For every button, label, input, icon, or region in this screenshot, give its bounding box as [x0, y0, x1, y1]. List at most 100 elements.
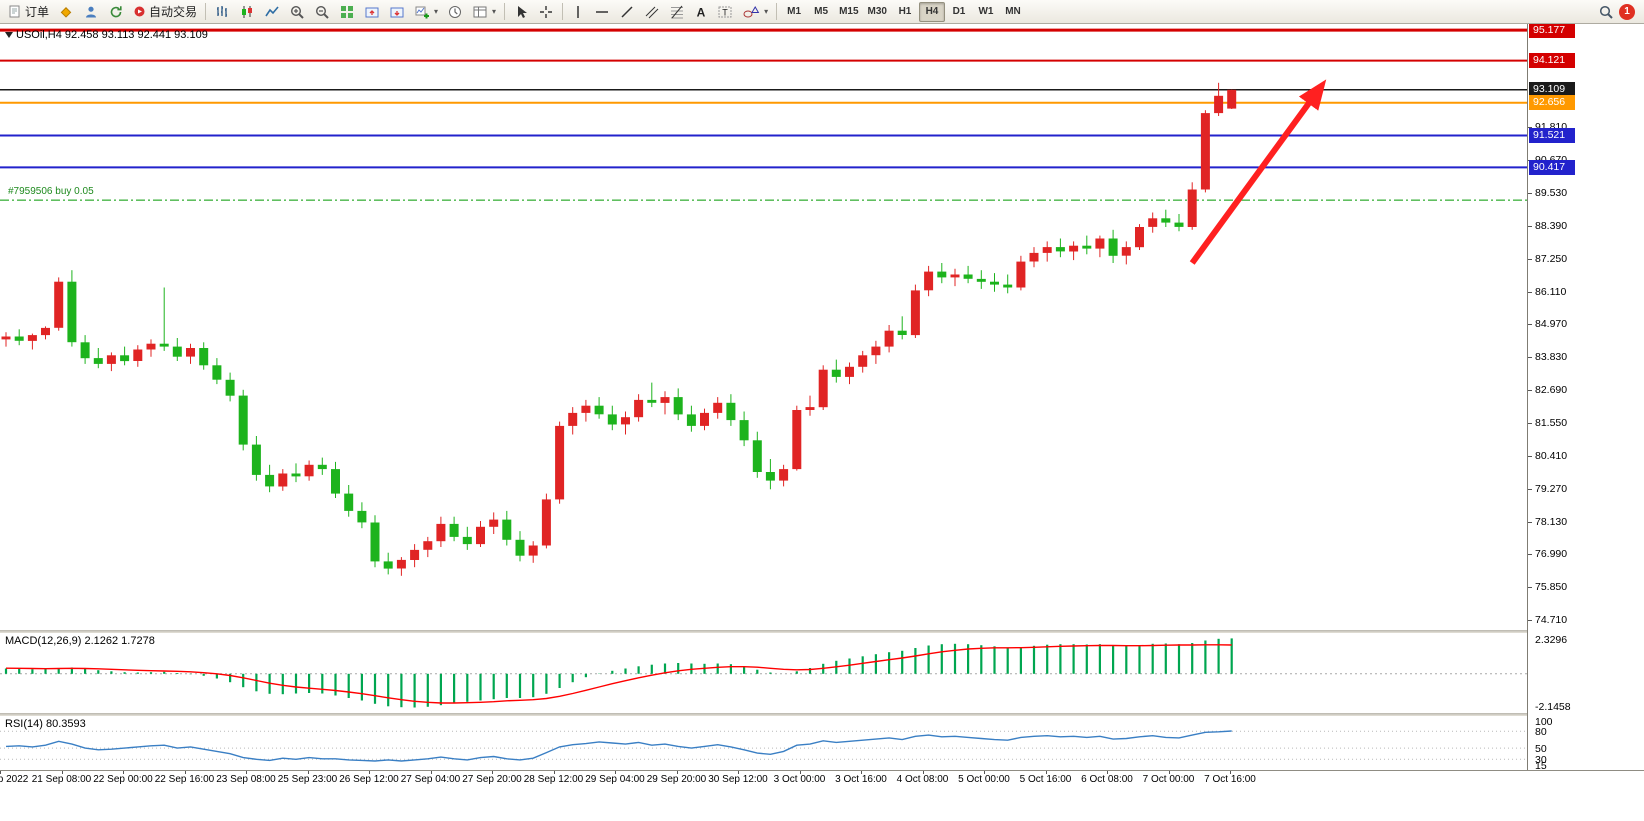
time-axis-tick — [738, 771, 739, 774]
macd-signal-line — [5, 644, 1232, 704]
timeframe-button-m5[interactable]: M5 — [808, 2, 834, 22]
axis-tick — [1528, 554, 1532, 556]
macd-chart-svg — [0, 638, 1527, 708]
auto-trading-button[interactable]: 自动交易 — [129, 2, 201, 22]
price-axis-label: 83.830 — [1535, 351, 1568, 364]
arrange-charts-up-button[interactable] — [360, 2, 384, 22]
candlestick-chart-button[interactable] — [235, 2, 259, 22]
channel-icon — [645, 6, 659, 18]
horizontal-line-tool-button[interactable] — [590, 2, 614, 22]
macd-indicator-panel[interactable] — [0, 633, 1527, 713]
price-axis-label: 75.850 — [1535, 581, 1568, 594]
axis-tick — [1528, 324, 1532, 326]
notification-badge[interactable]: 1 — [1619, 3, 1635, 20]
arrange-down-icon — [390, 7, 404, 17]
text-tool-icon: A — [697, 5, 706, 19]
open-position-label: #7959506 buy 0.05 — [8, 186, 94, 197]
axis-tick — [1528, 587, 1532, 589]
shapes-tool-button[interactable]: ▾ — [738, 2, 772, 22]
price-level-badge: 95.177 — [1529, 22, 1575, 38]
search-button[interactable] — [1594, 2, 1618, 22]
timeframe-group: M1 M5 M15 M30 H1 H4 D1 W1 MN — [781, 1, 1026, 22]
price-axis-label: 76.990 — [1535, 548, 1568, 561]
arrange-charts-down-button[interactable] — [385, 2, 409, 22]
community-button[interactable] — [104, 2, 128, 22]
line-chart-button[interactable] — [260, 2, 284, 22]
market-diamond-icon — [60, 6, 72, 18]
axis-tick — [1528, 488, 1532, 490]
axis-tick — [1528, 455, 1532, 457]
time-axis-label: 30 Sep 12:00 — [708, 774, 768, 785]
auto-trading-icon — [133, 5, 146, 18]
cursor-tool-button[interactable] — [509, 2, 533, 22]
vertical-line-icon — [577, 5, 579, 18]
panel-splitter[interactable] — [0, 630, 1644, 633]
arrange-up-icon — [365, 7, 379, 17]
one-click-trading-arrow-icon[interactable] — [5, 32, 13, 38]
time-axis-label: 5 Oct 00:00 — [958, 774, 1010, 785]
timeframe-button-m15[interactable]: M15 — [835, 2, 862, 22]
zoom-in-button[interactable] — [285, 2, 309, 22]
zoom-out-button[interactable] — [310, 2, 334, 22]
timeframe-button-m1[interactable]: M1 — [781, 2, 807, 22]
trendline-tool-button[interactable] — [615, 2, 639, 22]
fibonacci-tool-button[interactable] — [665, 2, 689, 22]
price-chart-panel[interactable] — [0, 24, 1527, 630]
timeframe-button-w1[interactable]: W1 — [973, 2, 999, 22]
timeframe-button-h4[interactable]: H4 — [918, 1, 945, 22]
data-window-button[interactable]: ▾ — [468, 2, 500, 22]
time-axis-label: 22 Sep 16:00 — [154, 774, 215, 785]
time-axis-tick — [1168, 771, 1170, 774]
time-axis-tick — [1230, 771, 1231, 774]
price-level-badge: 93.109 — [1529, 82, 1575, 98]
time-axis-tick — [492, 771, 493, 774]
person-icon — [86, 6, 97, 17]
new-order-button[interactable]: 订单 — [3, 2, 53, 22]
time-axis-tick — [307, 771, 309, 774]
svg-text:A: A — [697, 5, 706, 19]
crosshair-tool-button[interactable] — [534, 2, 558, 22]
chevron-down-icon: ▾ — [764, 7, 769, 16]
time-axis-label: 29 Sep 04:00 — [585, 774, 645, 785]
rsi-indicator-panel[interactable] — [0, 716, 1527, 770]
vertical-line-tool-button[interactable] — [567, 2, 589, 22]
timeframe-button-h1[interactable]: H1 — [892, 2, 918, 22]
price-level-badge: 92.656 — [1529, 95, 1575, 111]
market-button[interactable] — [54, 2, 78, 22]
tile-windows-button[interactable] — [335, 2, 359, 22]
time-axis-tick — [430, 771, 432, 774]
panel-splitter[interactable] — [0, 713, 1644, 716]
auto-trading-label: 自动交易 — [149, 5, 198, 19]
annotation-arrow — [1189, 79, 1327, 265]
time-axis-label: 6 Oct 08:00 — [1081, 774, 1133, 785]
new-chart-button[interactable]: ▾ — [410, 2, 442, 22]
macd-axis-label: 2.3296 — [1535, 634, 1568, 646]
price-level-badge: 90.417 — [1529, 159, 1575, 175]
axis-tick — [1528, 192, 1532, 194]
profile-button[interactable] — [79, 2, 103, 22]
axis-tick — [1528, 225, 1532, 227]
price-axis-label: 89.530 — [1535, 186, 1568, 199]
bar-chart-button[interactable] — [210, 2, 234, 22]
timeframe-button-m30[interactable]: M30 — [864, 2, 891, 22]
channel-tool-button[interactable] — [640, 2, 664, 22]
rsi-chart-svg — [0, 730, 1527, 762]
time-axis-tick — [0, 771, 1, 774]
new-order-label: 订单 — [25, 5, 50, 19]
toolbar-separator — [205, 3, 207, 20]
time-axis-tick — [246, 771, 247, 774]
text-tool-button[interactable]: A — [690, 2, 712, 22]
timeframe-button-d1[interactable]: D1 — [946, 2, 972, 22]
refresh-circle-icon — [110, 5, 122, 17]
axis-tick — [1528, 620, 1532, 622]
time-axis-tick — [123, 771, 124, 774]
clock-button[interactable] — [443, 2, 467, 22]
time-axis-tick — [922, 771, 924, 774]
time-axis-label: 20 Sep 2022 — [0, 774, 29, 785]
new-chart-icon — [415, 6, 430, 18]
label-tool-button[interactable]: T — [713, 2, 737, 22]
trendline-icon — [621, 5, 633, 18]
price-axis[interactable]: 91.81090.67089.53088.39087.25086.11084.9… — [1527, 22, 1644, 772]
timeframe-button-mn[interactable]: MN — [1000, 2, 1026, 22]
